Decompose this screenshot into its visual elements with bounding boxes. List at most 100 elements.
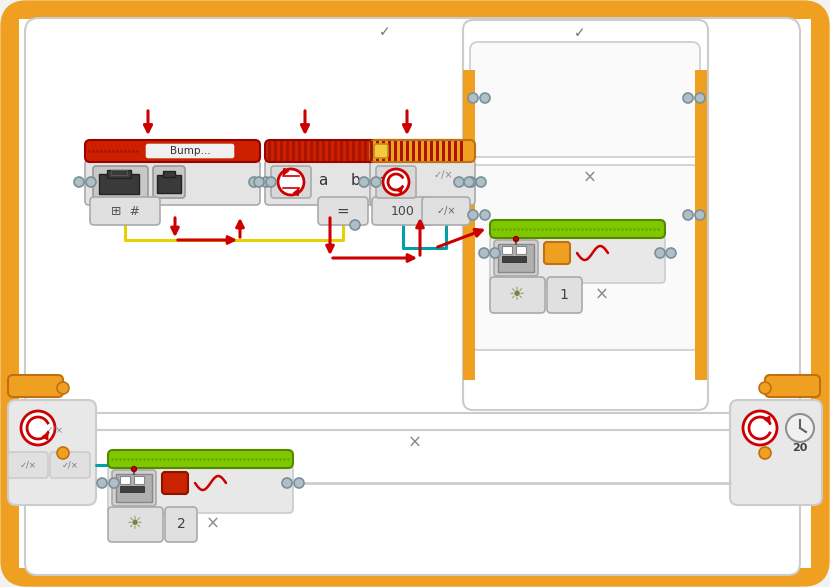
Text: ✓: ✓ (574, 26, 586, 40)
FancyBboxPatch shape (153, 166, 185, 198)
Circle shape (514, 237, 519, 241)
Text: ✓: ✓ (379, 25, 391, 39)
Text: ✓/×: ✓/× (61, 460, 79, 470)
Bar (298, 141, 301, 161)
Circle shape (294, 478, 304, 488)
Circle shape (468, 210, 478, 220)
Circle shape (476, 177, 486, 187)
Bar (292, 141, 295, 161)
Text: ☀: ☀ (127, 515, 143, 533)
FancyBboxPatch shape (165, 507, 197, 542)
Circle shape (282, 478, 292, 488)
Circle shape (359, 177, 369, 187)
FancyBboxPatch shape (544, 242, 570, 264)
Bar (322, 141, 325, 161)
Circle shape (254, 177, 264, 187)
Bar (463, 70, 475, 380)
Bar (430, 141, 433, 161)
Bar (516, 246, 526, 254)
FancyBboxPatch shape (145, 143, 235, 159)
Bar (436, 141, 439, 161)
Text: a: a (319, 173, 328, 187)
Bar (107, 170, 131, 178)
Bar (394, 141, 397, 161)
Circle shape (786, 414, 814, 442)
Circle shape (666, 248, 676, 258)
FancyBboxPatch shape (372, 197, 434, 225)
Text: ✓/×: ✓/× (437, 206, 456, 216)
Bar (280, 141, 283, 161)
Bar (304, 141, 307, 161)
FancyBboxPatch shape (162, 472, 188, 494)
Bar (274, 141, 277, 161)
Circle shape (350, 220, 360, 230)
Bar (8, 8, 19, 579)
Text: Bump...: Bump... (169, 146, 210, 156)
Bar (448, 141, 451, 161)
Text: ☀: ☀ (509, 286, 525, 304)
Bar (286, 141, 289, 161)
Bar (120, 486, 144, 492)
Bar (388, 141, 391, 161)
Text: 20: 20 (793, 443, 808, 453)
Text: ⊞  #: ⊞ # (110, 204, 139, 218)
Circle shape (466, 177, 476, 187)
FancyBboxPatch shape (490, 220, 665, 238)
FancyBboxPatch shape (318, 197, 368, 225)
Circle shape (480, 210, 490, 220)
FancyBboxPatch shape (470, 42, 700, 157)
FancyBboxPatch shape (730, 400, 822, 505)
Circle shape (464, 177, 474, 187)
FancyBboxPatch shape (422, 197, 470, 225)
Text: ×: × (595, 286, 609, 304)
Bar (346, 141, 349, 161)
Bar (352, 141, 355, 161)
Circle shape (383, 169, 409, 195)
FancyBboxPatch shape (85, 160, 260, 205)
Text: ✓/×: ✓/× (433, 170, 452, 180)
Bar (134, 476, 144, 484)
Bar (418, 141, 421, 161)
FancyBboxPatch shape (8, 400, 96, 505)
Bar (120, 476, 130, 484)
Bar (424, 141, 427, 161)
Bar (502, 256, 526, 262)
Bar (99, 174, 139, 194)
Circle shape (57, 382, 69, 394)
FancyBboxPatch shape (50, 452, 90, 478)
Circle shape (278, 169, 304, 195)
Bar (454, 141, 457, 161)
FancyBboxPatch shape (8, 375, 63, 397)
Bar (400, 141, 403, 161)
Text: b: b (350, 173, 360, 187)
Circle shape (454, 177, 464, 187)
Circle shape (479, 248, 489, 258)
Circle shape (480, 93, 490, 103)
Text: 2: 2 (177, 517, 185, 531)
Circle shape (490, 248, 500, 258)
FancyBboxPatch shape (112, 470, 156, 506)
Text: ×: × (206, 515, 220, 533)
Bar (340, 141, 343, 161)
Bar (358, 141, 361, 161)
Circle shape (683, 210, 693, 220)
Bar (116, 474, 152, 502)
Circle shape (371, 177, 381, 187)
FancyBboxPatch shape (271, 166, 311, 198)
FancyBboxPatch shape (765, 375, 820, 397)
FancyBboxPatch shape (8, 452, 48, 478)
Bar (316, 141, 319, 161)
Text: ×: × (583, 169, 597, 187)
Circle shape (131, 467, 136, 471)
FancyBboxPatch shape (547, 277, 582, 313)
Circle shape (249, 177, 259, 187)
FancyBboxPatch shape (494, 240, 538, 276)
Circle shape (695, 210, 705, 220)
Circle shape (743, 411, 777, 445)
Bar (370, 141, 373, 161)
FancyBboxPatch shape (108, 466, 293, 513)
Bar (163, 171, 175, 177)
FancyBboxPatch shape (470, 165, 700, 350)
FancyBboxPatch shape (8, 8, 822, 579)
Circle shape (759, 382, 771, 394)
